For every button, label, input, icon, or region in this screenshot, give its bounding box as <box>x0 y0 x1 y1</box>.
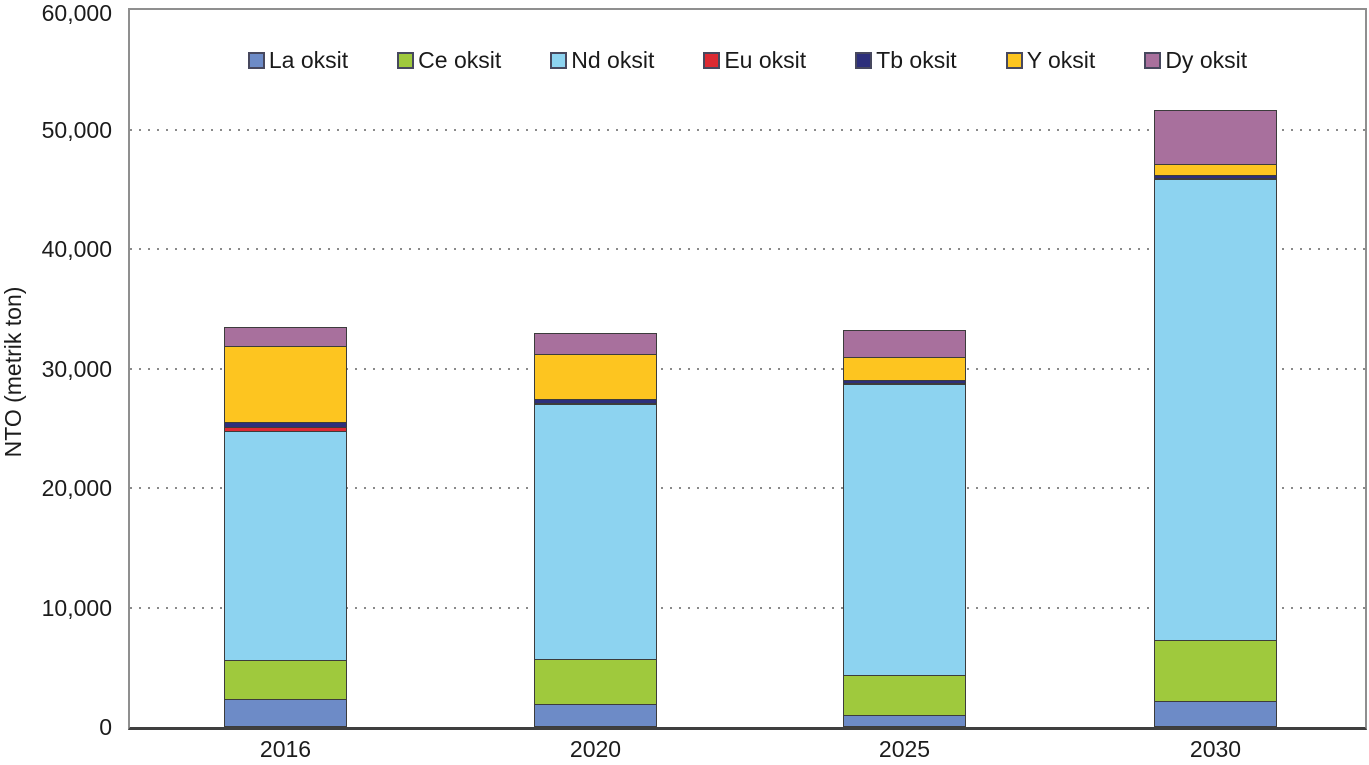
gridline-10000 <box>130 606 1365 609</box>
legend-item-nd-oksit: Nd oksit <box>550 47 654 73</box>
bar-2025 <box>843 329 966 727</box>
legend-item-y-oksit: Y oksit <box>1005 47 1096 73</box>
plot-inner <box>130 10 1365 727</box>
segment-2020-ce-oksit <box>534 658 657 706</box>
gridline-50000 <box>130 128 1365 131</box>
legend-item-la-oksit: La oksit <box>247 47 349 73</box>
legend-swatch-icon <box>703 51 721 69</box>
legend-swatch-icon <box>550 51 568 69</box>
gridline-30000 <box>130 367 1365 370</box>
legend-label: Eu oksit <box>724 47 807 73</box>
y-tick-40000: 40,000 <box>41 236 112 262</box>
y-tick-10000: 10,000 <box>41 594 112 621</box>
legend-item-ce-oksit: Ce oksit <box>397 47 501 73</box>
legend-label: Dy oksit <box>1165 47 1248 73</box>
segment-2020-la-oksit <box>534 704 657 727</box>
segment-2025-dy-oksit <box>843 329 966 359</box>
legend-label: Y oksit <box>1026 47 1096 73</box>
gridline-40000 <box>130 248 1365 250</box>
x-tick-2016: 2016 <box>259 736 312 762</box>
legend-swatch-icon <box>855 51 873 69</box>
segment-2030-ce-oksit <box>1154 639 1277 702</box>
x-tick-2025: 2025 <box>878 736 931 762</box>
gridline-20000 <box>130 487 1365 489</box>
y-tick-30000: 30,000 <box>41 355 112 382</box>
y-tick-50000: 50,000 <box>41 116 112 143</box>
segment-2025-ce-oksit <box>843 675 966 717</box>
y-tick-60000: 60,000 <box>41 0 112 26</box>
segment-2025-y-oksit <box>843 357 966 381</box>
bar-2016 <box>224 327 347 727</box>
legend-label: Ce oksit <box>418 47 502 73</box>
x-tick-2020: 2020 <box>569 736 622 762</box>
segment-2020-dy-oksit <box>534 332 657 356</box>
legend-label: Nd oksit <box>571 47 655 73</box>
y-tick-20000: 20,000 <box>41 475 112 501</box>
legend-swatch-icon <box>1005 51 1023 69</box>
x-tick-2030: 2030 <box>1189 736 1242 762</box>
segment-2016-ce-oksit <box>224 659 347 700</box>
legend-swatch-icon <box>1144 51 1162 69</box>
segment-2020-y-oksit <box>534 354 657 400</box>
bar-2020 <box>534 332 657 727</box>
legend: La oksit Ce oksit Nd oksit Eu oksit Tb oksit… <box>128 47 1367 73</box>
plot-area <box>128 8 1367 730</box>
bar-2030 <box>1154 109 1277 727</box>
segment-2025-nd-oksit <box>843 384 966 677</box>
segment-2030-la-oksit <box>1154 700 1277 727</box>
y-tick-0: 0 <box>99 714 112 740</box>
segment-2016-la-oksit <box>224 698 347 727</box>
legend-swatch-icon <box>247 51 265 69</box>
legend-label: Tb oksit <box>876 47 957 73</box>
legend-swatch-icon <box>397 51 415 69</box>
segment-2016-dy-oksit <box>224 327 347 348</box>
segment-2016-nd-oksit <box>224 431 347 661</box>
segment-2020-nd-oksit <box>534 403 657 660</box>
segment-2016-y-oksit <box>224 346 347 424</box>
segment-2030-nd-oksit <box>1154 179 1277 641</box>
legend-label: La oksit <box>268 47 349 73</box>
segment-2030-dy-oksit <box>1154 109 1277 165</box>
legend-item-tb-oksit: Tb oksit <box>855 47 957 73</box>
legend-item-dy-oksit: Dy oksit <box>1144 47 1247 73</box>
legend-item-eu-oksit: Eu oksit <box>703 47 806 73</box>
segment-2025-la-oksit <box>843 715 966 727</box>
